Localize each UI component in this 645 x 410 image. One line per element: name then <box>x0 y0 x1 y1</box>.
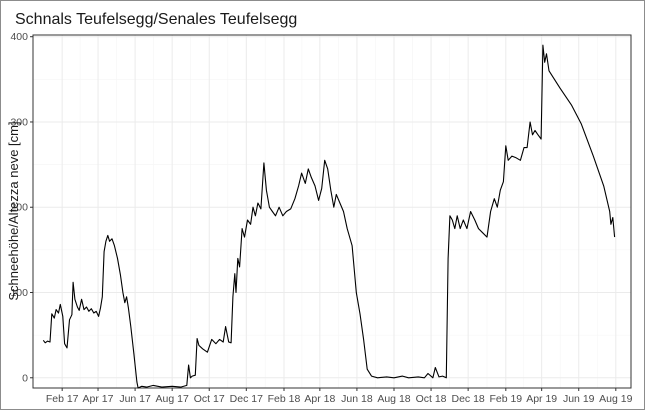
grid-lines <box>33 35 631 388</box>
x-tick-label: Aug 18 <box>377 393 410 405</box>
plot-border <box>32 34 632 389</box>
x-tick-label: Jun 18 <box>341 393 373 405</box>
y-tick-label: 0 <box>22 372 28 384</box>
x-tick-label: Jun 17 <box>119 393 151 405</box>
x-tick-label: Apr 17 <box>83 393 114 405</box>
x-tick-label: Feb 19 <box>489 393 522 405</box>
x-tick-label: Apr 19 <box>526 393 557 405</box>
x-tick-label: Feb 17 <box>46 393 79 405</box>
y-tick-label: 100 <box>10 287 28 299</box>
x-tick-label: Apr 18 <box>304 393 335 405</box>
y-tick-label: 300 <box>10 116 28 128</box>
x-tick-label: Oct 17 <box>194 393 225 405</box>
x-tick-label: Dec 18 <box>451 393 484 405</box>
x-tick-label: Aug 17 <box>156 393 189 405</box>
x-tick-label: Aug 19 <box>599 393 632 405</box>
y-axis-label: Schneehöhe/Altezza neve [cm] <box>6 121 21 300</box>
x-tick-label: Oct 18 <box>416 393 447 405</box>
x-tick-label: Dec 17 <box>230 393 263 405</box>
y-tick-label: 400 <box>10 31 28 43</box>
x-tick-label: Jun 19 <box>563 393 595 405</box>
chart-title: Schnals Teufelsegg/Senales Teufelsegg <box>15 11 298 28</box>
axis-ticks: 0 100 200 300 400 Feb 17 Apr 17 Jun 17 Aug 17 Oct… <box>10 31 632 405</box>
y-tick-label: 200 <box>10 202 28 214</box>
snow-depth-line <box>42 44 616 389</box>
x-tick-label: Feb 18 <box>268 393 301 405</box>
plot-panel <box>33 35 631 388</box>
